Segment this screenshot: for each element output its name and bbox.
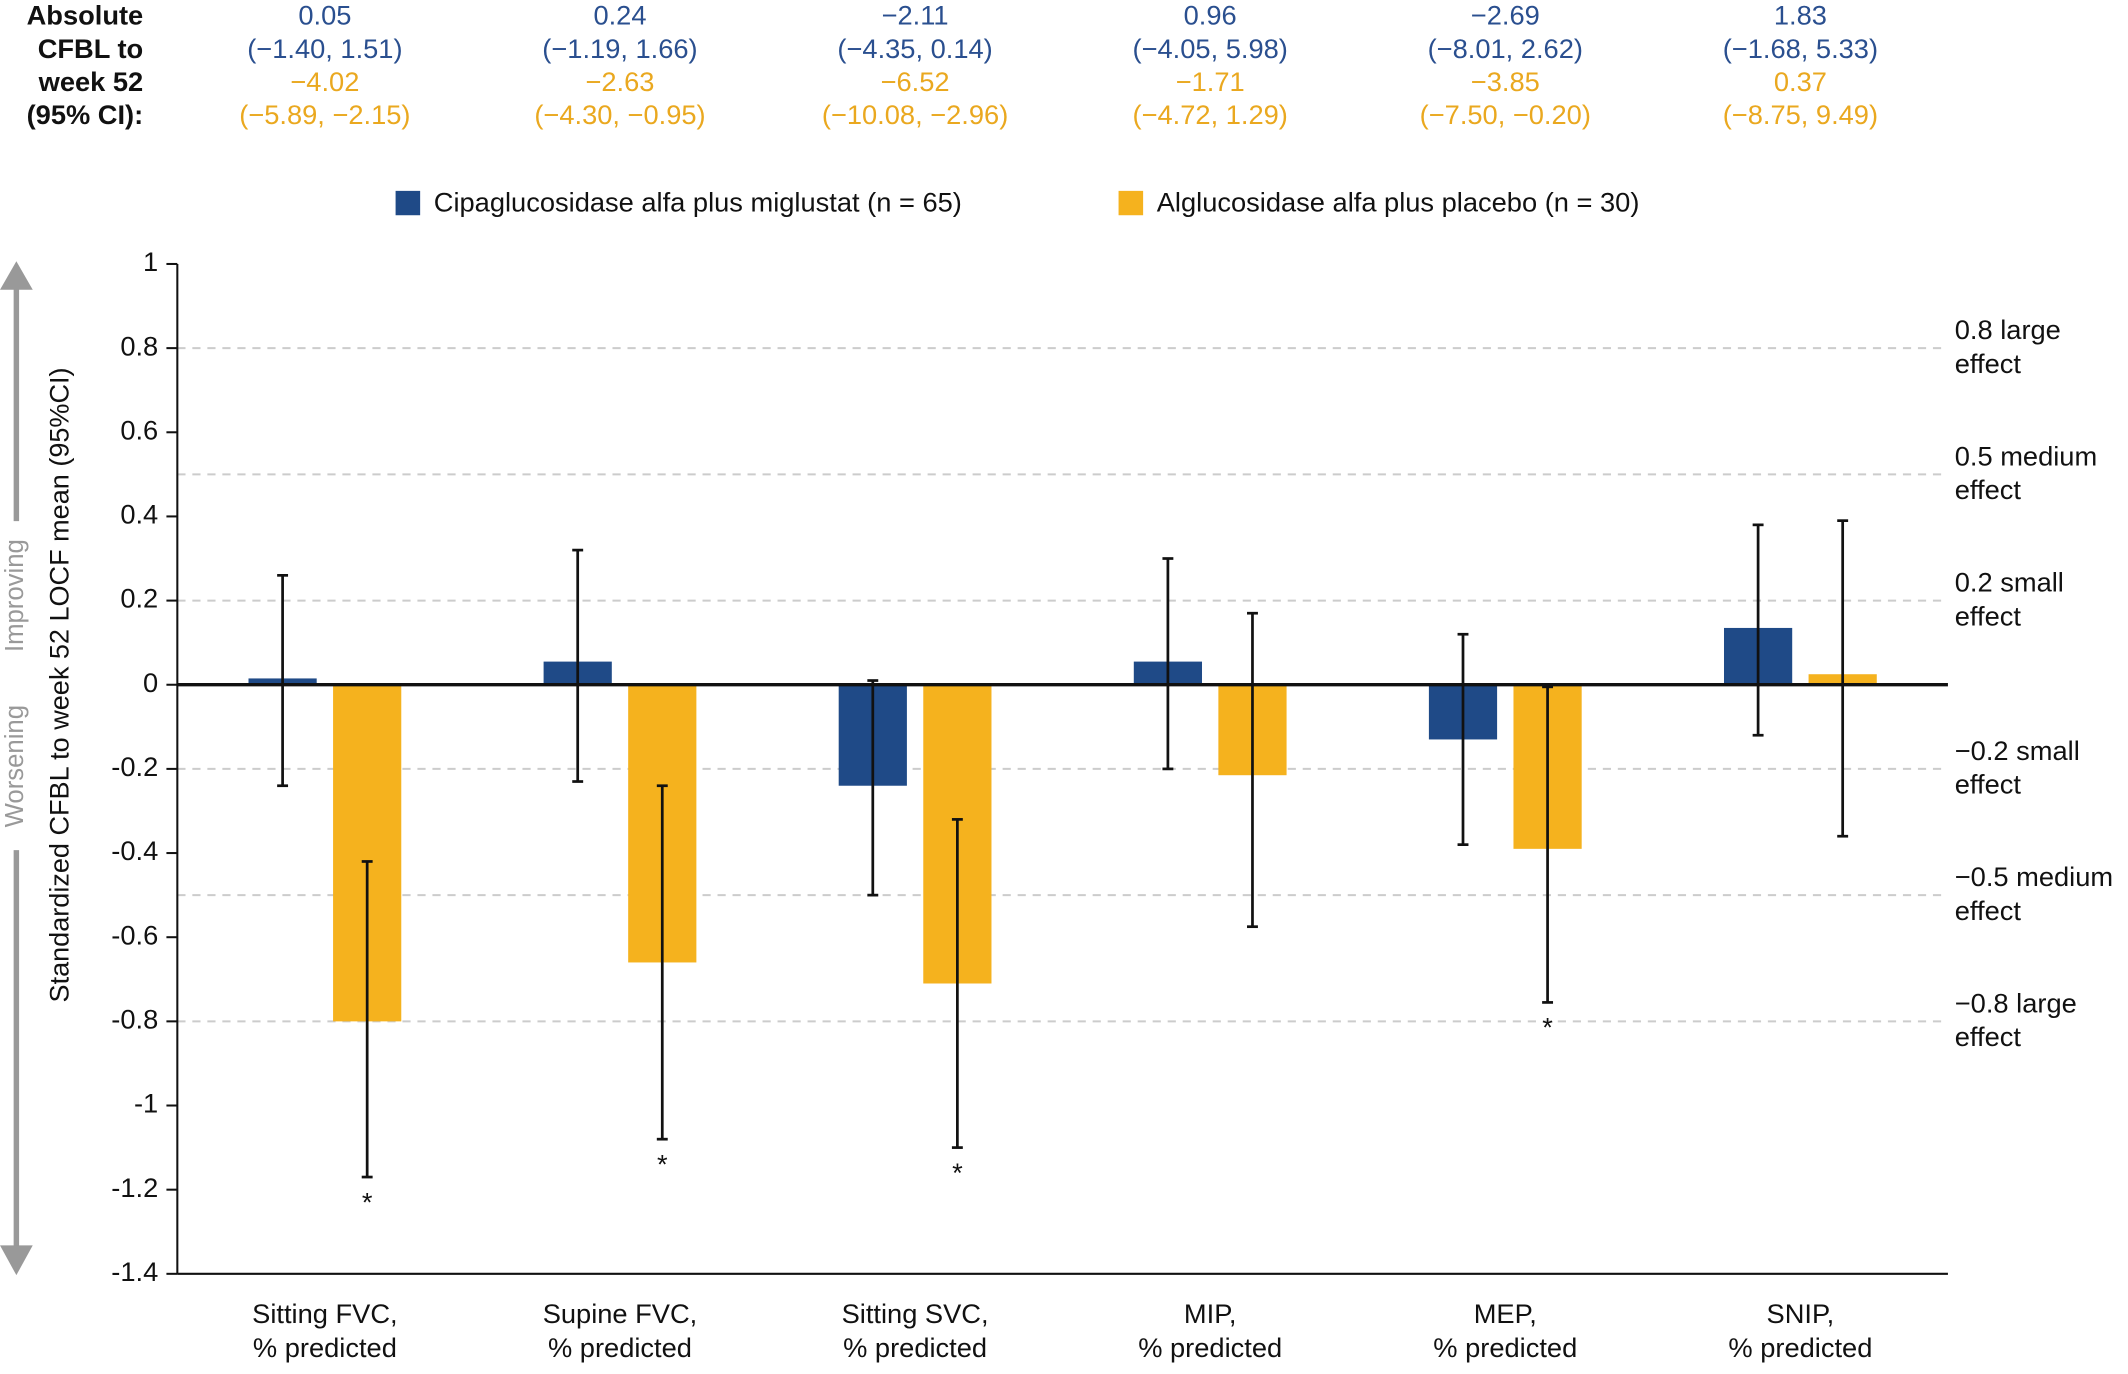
y-tick-label: -0.2 — [111, 751, 158, 782]
x-tick-label: SNIP, — [1767, 1298, 1835, 1329]
legend-swatch — [1118, 190, 1144, 216]
x-tick-label: MEP, — [1474, 1298, 1537, 1329]
direction-label: Improving — [1, 539, 29, 652]
error-bar — [1457, 632, 1469, 846]
table-cell: (−10.08, −2.96) — [822, 99, 1008, 130]
error-bar — [951, 818, 963, 1149]
y-tick-label: -0.4 — [111, 835, 158, 866]
y-tick-label: -1 — [134, 1088, 158, 1119]
table-cell: (−4.72, 1.29) — [1133, 99, 1288, 130]
table-label: Absolute — [27, 0, 144, 31]
significance-marker: * — [952, 1157, 963, 1188]
table-cell: −1.71 — [1176, 66, 1245, 97]
y-tick-label: 0 — [143, 667, 158, 698]
y-tick-label: 0.6 — [120, 415, 158, 446]
table-cell: (−4.30, −0.95) — [534, 99, 705, 130]
error-bar — [1162, 557, 1174, 771]
y-tick-label: 0.8 — [120, 330, 158, 361]
table-cell: (−7.50, −0.20) — [1420, 99, 1591, 130]
error-bar — [867, 679, 879, 897]
x-tick-label: % predicted — [253, 1332, 397, 1363]
y-tick-label: -1.2 — [111, 1172, 158, 1203]
error-bar — [1837, 519, 1849, 838]
table-cell: −3.85 — [1471, 66, 1540, 97]
reference-label: effect — [1955, 600, 2022, 631]
x-tick-label: % predicted — [1138, 1332, 1282, 1363]
x-tick-label: % predicted — [1433, 1332, 1577, 1363]
y-tick-label: 0.2 — [120, 583, 158, 614]
table-label: week 52 — [38, 66, 144, 97]
reference-label: −0.2 small — [1955, 735, 2080, 766]
x-tick-label: % predicted — [843, 1332, 987, 1363]
y-tick-label: -0.6 — [111, 919, 158, 950]
arrow-head — [0, 1245, 33, 1276]
legend-label: Alglucosidase alfa plus placebo (n = 30) — [1157, 187, 1640, 218]
reference-label: 0.8 large — [1955, 314, 2061, 345]
error-bar — [572, 548, 584, 783]
x-tick-label: Sitting FVC, — [252, 1298, 397, 1329]
table-cell: 0.24 — [593, 0, 646, 31]
table-cell: 0.37 — [1774, 66, 1827, 97]
x-tick-label: % predicted — [1728, 1332, 1872, 1363]
table-cell: −2.69 — [1471, 0, 1540, 31]
significance-marker: * — [1542, 1012, 1553, 1043]
table-label: (95% CI): — [27, 99, 144, 130]
error-bar — [277, 573, 289, 788]
reference-label: effect — [1955, 769, 2022, 800]
significance-marker: * — [362, 1186, 373, 1217]
reference-label: 0.5 medium — [1955, 440, 2097, 471]
significance-marker: * — [657, 1148, 668, 1179]
reference-label: effect — [1955, 474, 2022, 505]
y-tick-label: -0.8 — [111, 1004, 158, 1035]
direction-label: Worsening — [1, 705, 29, 827]
y-tick-label: -1.4 — [111, 1256, 158, 1287]
error-bar — [1542, 685, 1554, 1004]
arrow-head — [0, 261, 33, 290]
table-cell: 1.83 — [1774, 0, 1827, 31]
reference-label: −0.8 large — [1955, 987, 2077, 1018]
x-tick-label: MIP, — [1184, 1298, 1237, 1329]
table-cell: −2.11 — [882, 0, 949, 31]
table-cell: 0.05 — [298, 0, 351, 31]
error-bar — [361, 860, 373, 1179]
table-cell: (−4.05, 5.98) — [1133, 33, 1288, 64]
y-tick-label: 1 — [143, 246, 158, 277]
table-label: CFBL to — [38, 33, 143, 64]
error-bar — [656, 784, 668, 1141]
table-cell: (−8.75, 9.49) — [1723, 99, 1878, 130]
table-cell: (−1.40, 1.51) — [247, 33, 402, 64]
x-tick-label: Supine FVC, — [543, 1298, 698, 1329]
reference-label: effect — [1955, 1021, 2022, 1052]
reference-label: effect — [1955, 348, 2022, 379]
error-bar — [1247, 611, 1258, 929]
table-cell: −6.52 — [881, 66, 950, 97]
x-tick-label: Sitting SVC, — [842, 1298, 989, 1329]
x-tick-label: % predicted — [548, 1332, 692, 1363]
error-bar — [1752, 523, 1764, 737]
table-cell: −4.02 — [290, 66, 359, 97]
legend-label: Cipaglucosidase alfa plus miglustat (n =… — [434, 187, 962, 218]
reference-label: −0.5 medium — [1955, 861, 2113, 892]
table-cell: 0.96 — [1184, 0, 1237, 31]
reference-label: 0.2 small — [1955, 567, 2064, 598]
table-cell: (−4.35, 0.14) — [837, 33, 992, 64]
table-cell: −2.63 — [585, 66, 654, 97]
y-tick-label: 0.4 — [120, 499, 158, 530]
table-cell: (−5.89, −2.15) — [239, 99, 410, 130]
table-cell: (−1.19, 1.66) — [542, 33, 697, 64]
reference-label: effect — [1955, 895, 2022, 926]
legend-swatch — [395, 190, 421, 216]
table-cell: (−8.01, 2.62) — [1428, 33, 1583, 64]
table-cell: (−1.68, 5.33) — [1723, 33, 1878, 64]
y-axis-label: Standardized CFBL to week 52 LOCF mean (… — [43, 367, 74, 1002]
